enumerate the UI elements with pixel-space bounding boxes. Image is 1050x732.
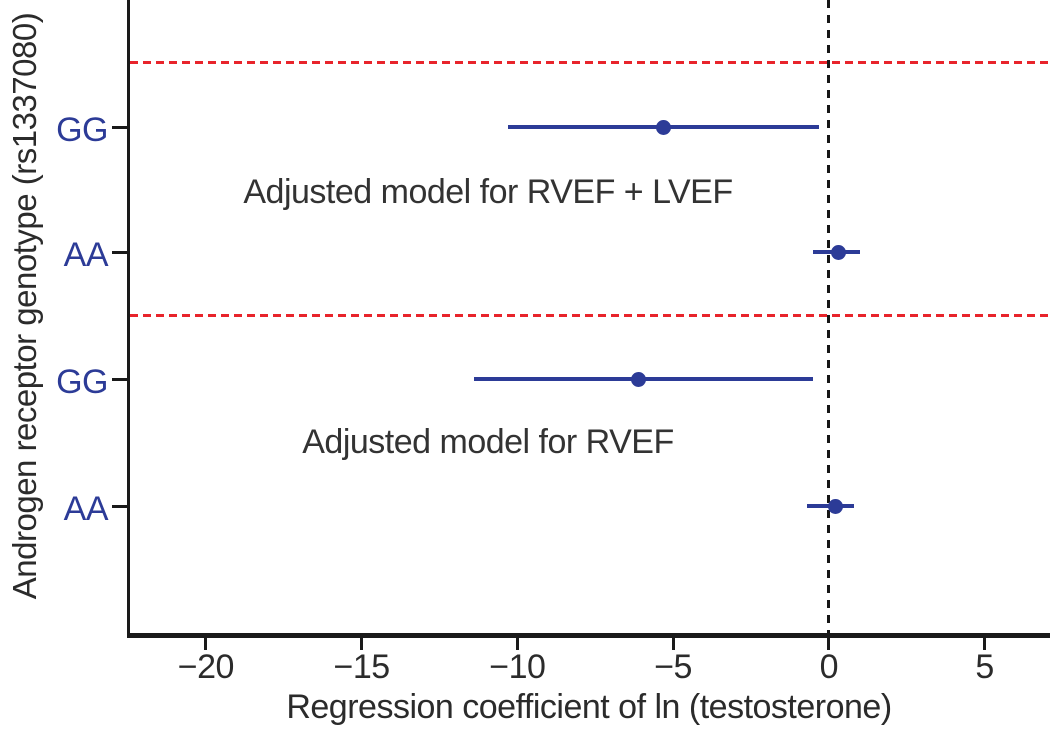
- genotype-label: AA: [63, 236, 109, 274]
- model-annotation-rvef-lvef: Adjusted model for RVEF + LVEF: [243, 173, 733, 211]
- x-axis-label: Regression coefficient of ln (testostero…: [286, 688, 892, 726]
- genotype-label: GG: [56, 111, 108, 149]
- x-tick: [671, 636, 675, 650]
- zero-reference-dashed-line: [827, 0, 831, 633]
- x-tick: [827, 636, 831, 650]
- y-axis-spine: [127, 0, 130, 638]
- point-estimate-marker: [827, 498, 843, 514]
- x-tick-label: −5: [654, 648, 692, 686]
- point-estimate-marker: [830, 244, 846, 260]
- y-tick: [112, 125, 128, 129]
- genotype-label: GG: [56, 363, 108, 401]
- y-tick: [112, 504, 128, 508]
- genotype-label: AA: [63, 490, 109, 528]
- x-tick-label: −20: [177, 648, 235, 686]
- x-tick-label: 5: [975, 648, 994, 686]
- x-tick: [204, 636, 208, 650]
- point-estimate-marker: [631, 371, 647, 387]
- x-axis-spine: [128, 633, 1050, 638]
- point-estimate-marker: [656, 119, 672, 135]
- x-tick-label: −15: [333, 648, 391, 686]
- x-tick: [360, 636, 364, 650]
- x-tick-label: 0: [819, 648, 839, 686]
- x-tick-label: −10: [489, 648, 546, 686]
- y-tick: [112, 250, 128, 254]
- separator-dashed-line-middle: [130, 314, 1050, 317]
- separator-dashed-line-top: [130, 61, 1050, 64]
- y-tick: [112, 377, 128, 381]
- y-axis-label: Androgen receptor genotype (rs1337080): [6, 12, 43, 600]
- x-tick: [983, 636, 987, 650]
- x-tick: [515, 636, 519, 650]
- model-annotation-rvef: Adjusted model for RVEF: [302, 423, 674, 461]
